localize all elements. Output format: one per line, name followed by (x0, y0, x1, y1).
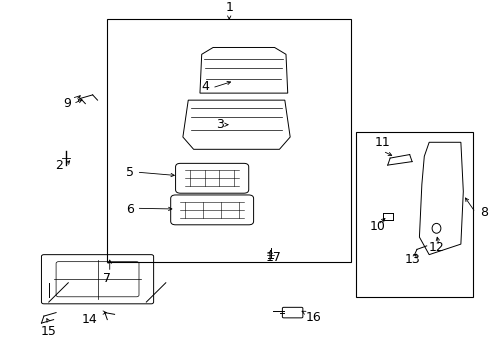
Bar (107, 19, 351, 262)
Text: 15: 15 (41, 325, 57, 338)
Text: 14: 14 (82, 313, 98, 326)
Text: 17: 17 (265, 251, 281, 264)
Text: 4: 4 (202, 80, 210, 93)
Text: 7: 7 (103, 272, 111, 285)
Bar (356, 132, 473, 297)
Text: 8: 8 (480, 206, 489, 219)
Text: 10: 10 (370, 220, 386, 233)
Text: 16: 16 (306, 311, 322, 324)
Text: 3: 3 (217, 118, 224, 131)
Text: 2: 2 (55, 159, 63, 172)
Text: 11: 11 (375, 136, 391, 149)
Text: 13: 13 (404, 253, 420, 266)
Text: 6: 6 (126, 203, 134, 216)
Text: 5: 5 (126, 166, 134, 179)
Text: 1: 1 (225, 1, 233, 14)
Text: 9: 9 (63, 97, 71, 110)
Text: 12: 12 (429, 241, 444, 254)
